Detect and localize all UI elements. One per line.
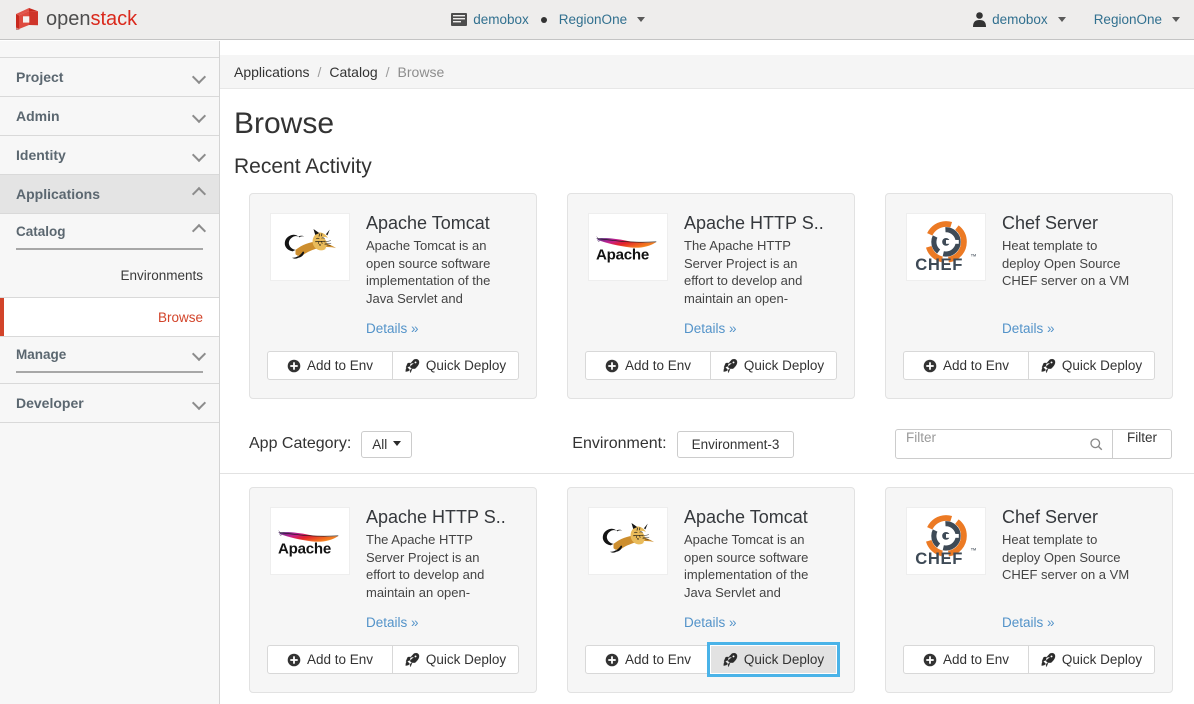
svg-text:CHEF: CHEF bbox=[915, 255, 963, 274]
svg-text:Apache: Apache bbox=[278, 540, 331, 557]
svg-text:™: ™ bbox=[970, 548, 976, 555]
svg-text:Apache: Apache bbox=[596, 246, 649, 263]
svg-text:™: ™ bbox=[970, 254, 976, 261]
svg-text:CHEF: CHEF bbox=[915, 549, 963, 568]
